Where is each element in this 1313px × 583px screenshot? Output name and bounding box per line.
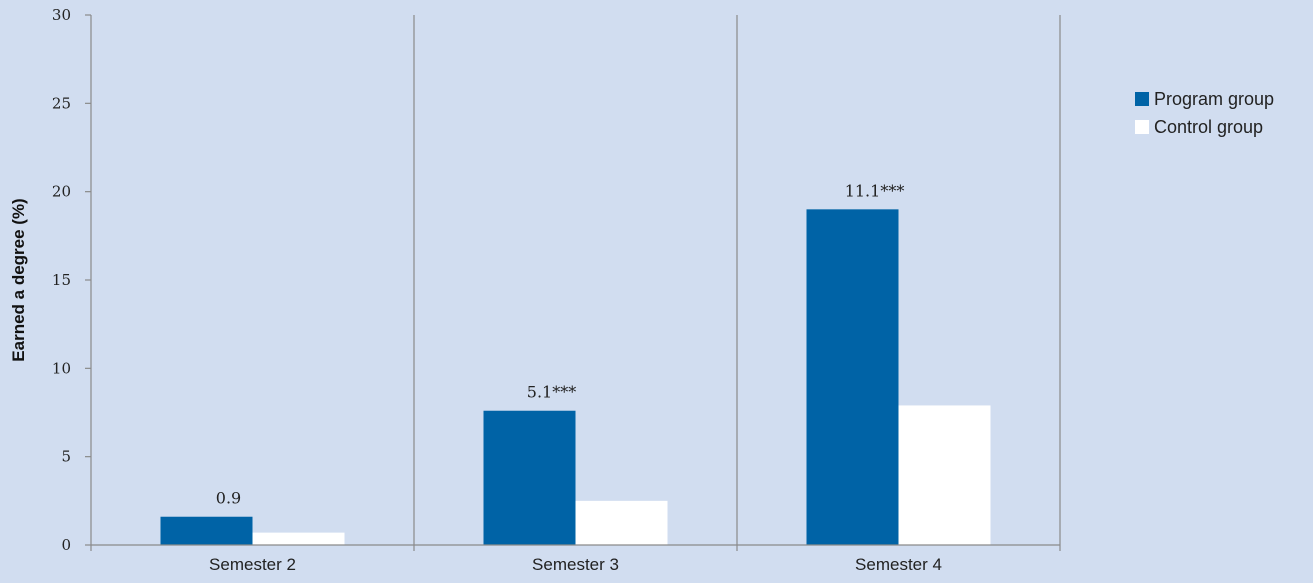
y-tick-label: 0 (61, 536, 71, 554)
x-category-label: Semester 2 (209, 555, 296, 574)
legend-label: Program group (1154, 89, 1274, 109)
legend-swatch (1135, 120, 1149, 134)
legend-swatch (1135, 92, 1149, 106)
x-category-label: Semester 3 (532, 555, 619, 574)
labels-layer: Semester 2 0.9 Semester 3 5.1*** Semester 4 1… (209, 181, 942, 574)
y-axis-label: Earned a degree (%) (9, 198, 28, 361)
y-tick-label: 15 (52, 271, 71, 289)
bar-control-group (575, 500, 668, 545)
y-tick-label: 25 (52, 94, 71, 112)
y-tick-label: 10 (52, 359, 71, 377)
legend-label: Control group (1154, 117, 1263, 137)
data-label: 0.9 (216, 489, 241, 508)
x-category-label: Semester 4 (855, 555, 942, 574)
bars-layer (160, 209, 991, 546)
bar-control-group (898, 405, 991, 545)
data-label: 5.1*** (527, 383, 576, 402)
bar-control-group (252, 532, 345, 545)
legend: Program group Control group (1135, 89, 1274, 137)
y-tick-label: 20 (52, 183, 71, 201)
axis-layer: 0 5 10 15 20 25 30 (52, 6, 1061, 554)
data-label: 11.1*** (845, 181, 905, 200)
bar-program-group (160, 516, 253, 545)
y-tick-label: 30 (52, 6, 71, 24)
bar-program-group (483, 410, 576, 545)
bar-program-group (806, 209, 899, 546)
y-tick-label: 5 (61, 448, 71, 466)
grid-layer (413, 15, 1061, 545)
